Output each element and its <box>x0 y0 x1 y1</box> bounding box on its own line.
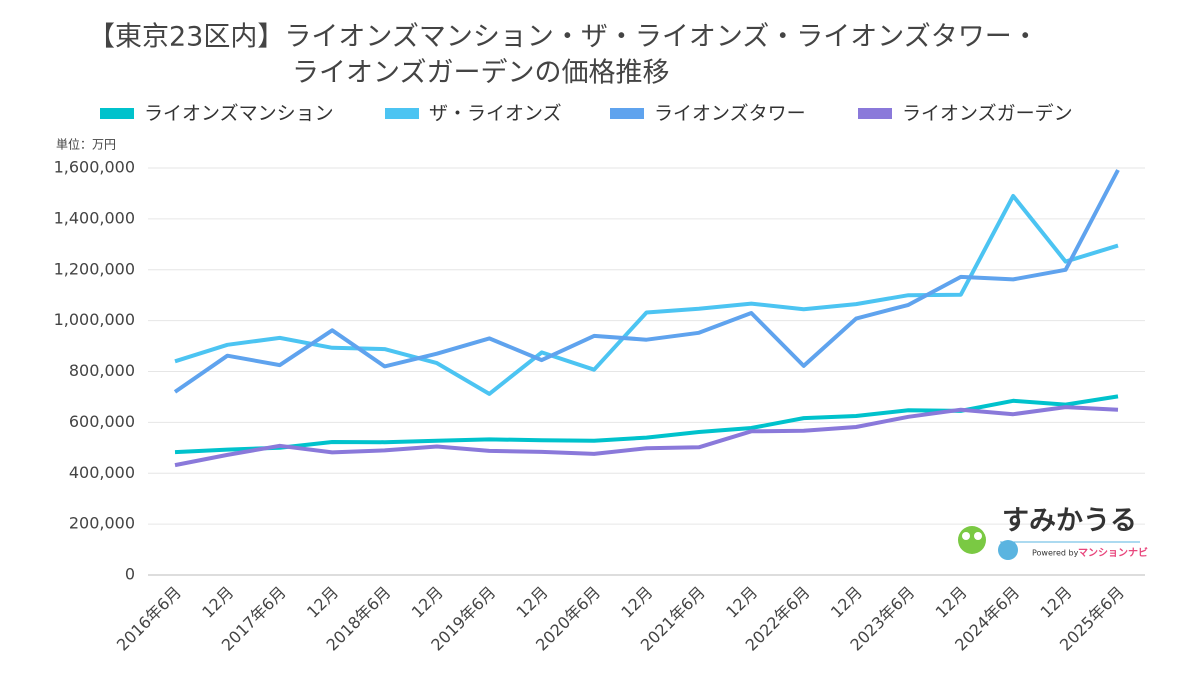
x-tick-label: 12月 <box>722 583 761 622</box>
x-tick-label: 12月 <box>303 583 342 622</box>
y-tick-label: 1,400,000 <box>54 208 135 227</box>
x-tick-label: 12月 <box>932 583 971 622</box>
logo-brand: マンションナビ <box>1078 546 1148 559</box>
x-tick-label: 12月 <box>617 583 656 622</box>
legend-label: ライオンズマンション <box>144 103 334 125</box>
y-tick-label: 1,200,000 <box>54 259 135 278</box>
logo: すみかうる Powered by マンションナビ <box>958 506 1148 560</box>
series-line <box>174 394 1119 455</box>
legend-label: ライオンズタワー <box>654 103 806 125</box>
legend-swatch <box>858 108 892 119</box>
legend-swatch <box>610 108 644 119</box>
y-unit-label: 単位：万円 <box>56 137 116 152</box>
y-tick-label: 400,000 <box>69 463 135 482</box>
x-tick-label: 12月 <box>198 583 237 622</box>
plot: 【東京23区内】ライオンズマンション・ザ・ライオンズ・ライオンズタワー・ライオン… <box>54 22 1145 655</box>
y-tick-label: 0 <box>125 565 135 584</box>
series-line <box>173 169 1120 394</box>
series-line <box>174 194 1119 396</box>
x-tick-label: 12月 <box>1036 583 1075 622</box>
x-tick-label: 12月 <box>827 583 866 622</box>
y-tick-label: 800,000 <box>69 361 135 380</box>
logo-icon <box>998 540 1018 560</box>
chart-title: 【東京23区内】ライオンズマンション・ザ・ライオンズ・ライオンズタワー・ <box>88 22 1039 53</box>
y-tick-label: 600,000 <box>69 412 135 431</box>
logo-icon <box>974 532 982 540</box>
logo-powered: Powered by <box>1032 549 1079 558</box>
x-tick-label: 12月 <box>408 583 447 622</box>
x-tick-label: 2016年6月 <box>113 583 185 655</box>
chart-title: ライオンズガーデンの価格推移 <box>292 58 669 89</box>
legend-swatch <box>100 108 134 119</box>
logo-icon <box>958 526 986 554</box>
legend-label: ライオンズガーデン <box>902 103 1073 125</box>
legend-label: ザ・ライオンズ <box>429 103 562 125</box>
series-line <box>174 405 1119 468</box>
legend-swatch <box>385 108 419 119</box>
y-tick-label: 200,000 <box>69 514 135 533</box>
logo-icon <box>962 532 970 540</box>
x-tick-label: 12月 <box>513 583 552 622</box>
logo-text: すみかうる <box>1002 506 1137 537</box>
y-tick-label: 1,000,000 <box>54 310 135 329</box>
y-tick-label: 1,600,000 <box>54 158 135 177</box>
